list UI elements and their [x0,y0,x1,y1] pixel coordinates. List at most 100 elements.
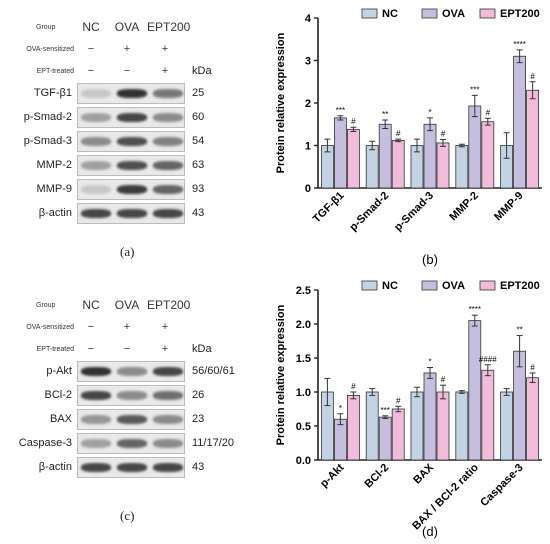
group-name-nc: NC [82,20,100,34]
legend-label: NC [382,8,398,20]
bar [468,320,482,461]
significance-mark: # [441,375,446,384]
y-tick-label: 3 [305,56,311,68]
protein-label: p-Smad-3 [23,135,72,147]
blot-strip [77,457,185,478]
bar [455,391,469,461]
bar [391,139,405,189]
blot-band [81,439,111,448]
blot-band [153,367,183,376]
blot-band [117,367,147,376]
blot-strip [77,83,185,104]
treatment-label: OVA-sensitized [26,324,74,331]
treatment-mark: − [87,43,95,55]
y-tick-label: 0.0 [296,455,311,467]
significance-mark: # [441,130,446,139]
treatment-mark: − [87,321,95,333]
significance-mark: # [486,108,491,117]
blot-strip [77,433,185,454]
blot-band [81,209,111,218]
blot-band [81,415,111,424]
kda-header: kDa [192,65,212,77]
significance-mark: #### [479,355,497,364]
panel-label: (a) [120,244,135,259]
kda-value: 60 [192,111,205,123]
protein-label: BAX [49,413,72,425]
blot-band [117,185,147,194]
bar [391,408,405,461]
blot-band [81,463,111,472]
treatment-mark: − [123,65,131,77]
blot-band [117,137,147,146]
significance-mark: *** [381,406,390,415]
bar-chart-b: 0 1 2 3 4 Protein relative expression NC OVA EPT… [275,8,542,267]
blot-strip [77,131,185,152]
blot-strip [77,385,185,406]
protein-label: TGF-β1 [33,87,72,99]
significance-mark: ** [382,110,388,119]
bar-chart-d: 0.0 0.5 1.0 1.5 2.0 2.5 Protein relative expre… [275,280,542,539]
group-name-nc: NC [82,298,100,312]
blot-band [81,89,111,98]
group-name-ept200: EPT200 [147,20,191,34]
bar [410,391,424,461]
bar [347,128,360,189]
significance-mark: ** [516,326,522,335]
group-label: Group [36,302,56,309]
protein-label: p-Akt [46,365,72,377]
treatment-mark: + [161,321,169,333]
bar [334,117,347,189]
protein-label: β-actin [38,207,72,219]
blot-band [81,367,111,376]
blot-band [117,391,147,400]
blot-strip [77,179,185,200]
bar [334,418,347,461]
blot-strip [77,361,185,382]
bar [455,145,469,189]
kda-value: 23 [192,413,205,425]
kda-value: 43 [192,207,205,219]
significance-mark: *** [336,106,345,115]
bar [513,55,527,189]
blot-band [81,161,111,170]
bar [481,369,495,461]
y-tick-label: 4 [305,13,312,25]
bar [423,123,437,189]
x-tick-label: MMP-9 [492,190,526,224]
bar [423,372,437,461]
x-tick-label: TGF-β1 [311,190,347,226]
treatment-label: OVA-sensitized [26,46,74,53]
legend-swatch [361,280,378,291]
blot-band [81,113,111,122]
bar [365,145,379,189]
protein-label: MMP-9 [36,183,72,195]
blot-band [153,209,183,218]
significance-mark: * [428,358,431,367]
y-tick-label: 1.5 [296,353,311,365]
significance-mark: # [351,117,356,126]
significance-mark: # [351,382,356,391]
group-label: Group [36,24,56,31]
x-tick-label: Caspase-3 [478,462,525,509]
legend-label: EPT200 [500,8,540,20]
legend-swatch [361,8,378,19]
blot-band [117,463,147,472]
blot-band [81,185,111,194]
treatment-mark: + [161,343,169,355]
y-tick-label: 1 [305,141,311,153]
blot-band [81,137,111,146]
treatment-mark: + [161,43,169,55]
blot-band [153,137,183,146]
blot-band [153,439,183,448]
blot-strip [77,155,185,176]
blot-band [117,415,147,424]
bar [481,121,495,189]
panel-label: (d) [422,524,438,539]
x-tick-label: BCl-2 [363,462,392,491]
x-tick-label: p-Akt [318,461,347,490]
blot-band [81,391,111,400]
treatment-mark: − [87,343,95,355]
group-name-ept200: EPT200 [147,298,191,312]
legend-swatch [421,280,438,291]
group-name-ova: OVA [114,298,140,312]
